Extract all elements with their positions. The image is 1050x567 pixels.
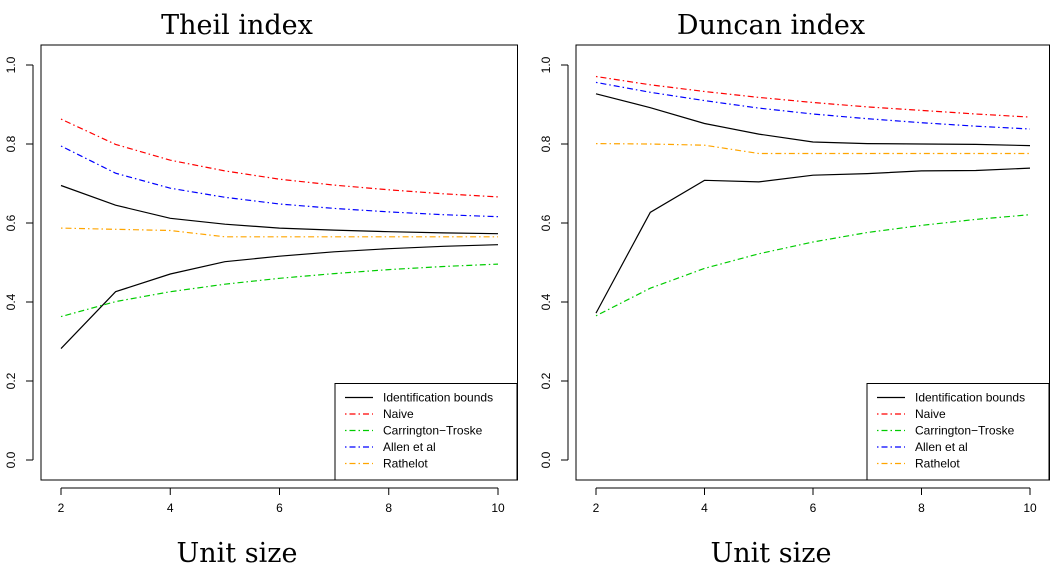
series-line-rathelot: [60, 227, 498, 238]
legend-label: Rathelot: [383, 457, 428, 471]
x-tick-label: 2: [593, 501, 600, 515]
legend-label: Naive: [915, 407, 946, 421]
y-tick-label: 0.2: [4, 372, 18, 389]
legend-label: Carrington−Troske: [915, 424, 1015, 438]
x-tick-label: 10: [491, 501, 505, 515]
legend: Identification bounds Naive Carrington−Tro…: [334, 383, 518, 481]
legend-label: Allen et al: [915, 440, 968, 454]
y-tick-label: 0.4: [539, 293, 553, 310]
legend-label: Identification bounds: [915, 391, 1025, 405]
y-tick-label: 1.0: [4, 56, 18, 73]
y-tick-label: 0.6: [539, 214, 553, 231]
duncan-index-panel: Duncan index Unit size 2 4 6 8 10 0.0 0.2 0.4 0.…: [539, 10, 1050, 567]
legend-label: Identification bounds: [383, 391, 493, 405]
x-tick-label: 2: [58, 501, 65, 515]
legend-label: Allen et al: [383, 440, 436, 454]
legend-label: Naive: [383, 407, 414, 421]
y-tick-label: 0.0: [4, 451, 18, 468]
x-tick-label: 4: [167, 501, 174, 515]
legend-label: Rathelot: [915, 457, 960, 471]
series-line-identification-bounds: [595, 93, 1031, 147]
legend-label: Carrington−Troske: [383, 424, 483, 438]
y-tick-label: 0.2: [539, 372, 553, 389]
y-tick-label: 1.0: [539, 56, 553, 73]
y-tick-label: 0.4: [4, 293, 18, 310]
series-line-naive: [60, 118, 499, 198]
series-line-carrington-troske: [595, 214, 1031, 317]
x-axis-label: Unit size: [177, 538, 298, 567]
x-tick-label: 8: [385, 501, 392, 515]
y-tick-label: 0.8: [539, 135, 553, 152]
series-line-identification-bounds: [60, 244, 499, 350]
y-tick-label: 0.6: [4, 214, 18, 231]
series-line-identification-bounds: [60, 184, 499, 235]
series-line-identification-bounds: [595, 167, 1031, 314]
x-tick-label: 8: [918, 501, 925, 515]
y-tick-label: 0.8: [4, 135, 18, 152]
x-tick-label: 4: [701, 501, 708, 515]
series-line-carrington-troske: [60, 263, 499, 318]
theil-index-panel: Theil index Unit size 2 4 6 8 10 0.0 0.2 0.4 0.6…: [4, 10, 518, 567]
chart-title: Theil index: [161, 10, 313, 41]
plot-frame: [40, 44, 518, 481]
chart-title: Duncan index: [677, 10, 865, 41]
y-tick-label: 0.0: [539, 451, 553, 468]
legend: Identification bounds Naive Carrington−Tro…: [866, 383, 1050, 481]
x-tick-label: 10: [1023, 501, 1037, 515]
x-axis-label: Unit size: [711, 538, 832, 567]
x-tick-label: 6: [810, 501, 817, 515]
series-line-rathelot: [595, 143, 1030, 155]
x-tick-label: 6: [276, 501, 283, 515]
series-line-allen-et-al: [595, 81, 1031, 130]
series-line-naive: [595, 75, 1031, 118]
series-line-allen-et-al: [60, 145, 499, 218]
